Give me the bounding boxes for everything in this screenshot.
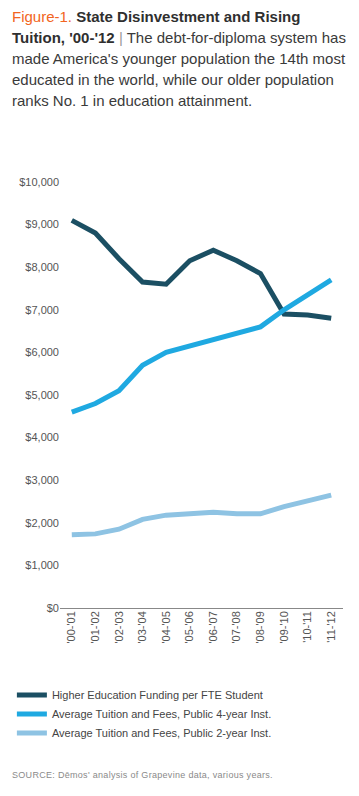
svg-text:'04-'05: '04-'05 — [160, 611, 172, 643]
svg-text:$7,000: $7,000 — [25, 304, 59, 316]
svg-text:'10-'11: '10-'11 — [301, 611, 313, 643]
svg-text:Average Tuition and Fees, Publ: Average Tuition and Fees, Public 2-year … — [52, 727, 271, 739]
svg-text:$6,000: $6,000 — [25, 346, 59, 358]
svg-text:$1,000: $1,000 — [25, 559, 59, 571]
html-text:SOURCE: Dēmos' analysis of Gra: SOURCE: Dēmos' analysis of Grapevine dat… — [12, 770, 273, 780]
svg-text:$10,000: $10,000 — [19, 176, 59, 188]
svg-text:$9,000: $9,000 — [25, 218, 59, 230]
svg-text:'05-'06: '05-'06 — [183, 611, 195, 643]
svg-text:$4,000: $4,000 — [25, 431, 59, 443]
svg-text:'07-'08: '07-'08 — [230, 611, 242, 643]
svg-text:Higher Education Funding per F: Higher Education Funding per FTE Student — [52, 689, 263, 701]
svg-text:'11-'12: '11-'12 — [325, 611, 337, 643]
svg-text:'02-'03: '02-'03 — [113, 611, 125, 643]
svg-text:$0: $0 — [47, 602, 59, 614]
svg-text:$8,000: $8,000 — [25, 261, 59, 273]
svg-text:Average Tuition and Fees, Publ: Average Tuition and Fees, Public 4-year … — [52, 708, 271, 720]
svg-text:$5,000: $5,000 — [25, 389, 59, 401]
svg-text:'09-'10: '09-'10 — [278, 611, 290, 643]
svg-text:$3,000: $3,000 — [25, 474, 59, 486]
svg-text:'01-'02: '01-'02 — [89, 611, 101, 643]
svg-text:'06-'07: '06-'07 — [207, 611, 219, 643]
svg-text:$2,000: $2,000 — [25, 517, 59, 529]
svg-text:'00-'01: '00-'01 — [65, 611, 77, 643]
svg-text:'08-'09: '08-'09 — [254, 611, 266, 643]
html-text:Figure-1. State Disinvestment: Figure-1. State Disinvestment and Rising… — [12, 8, 346, 109]
svg-text:'03-'04: '03-'04 — [136, 611, 148, 643]
